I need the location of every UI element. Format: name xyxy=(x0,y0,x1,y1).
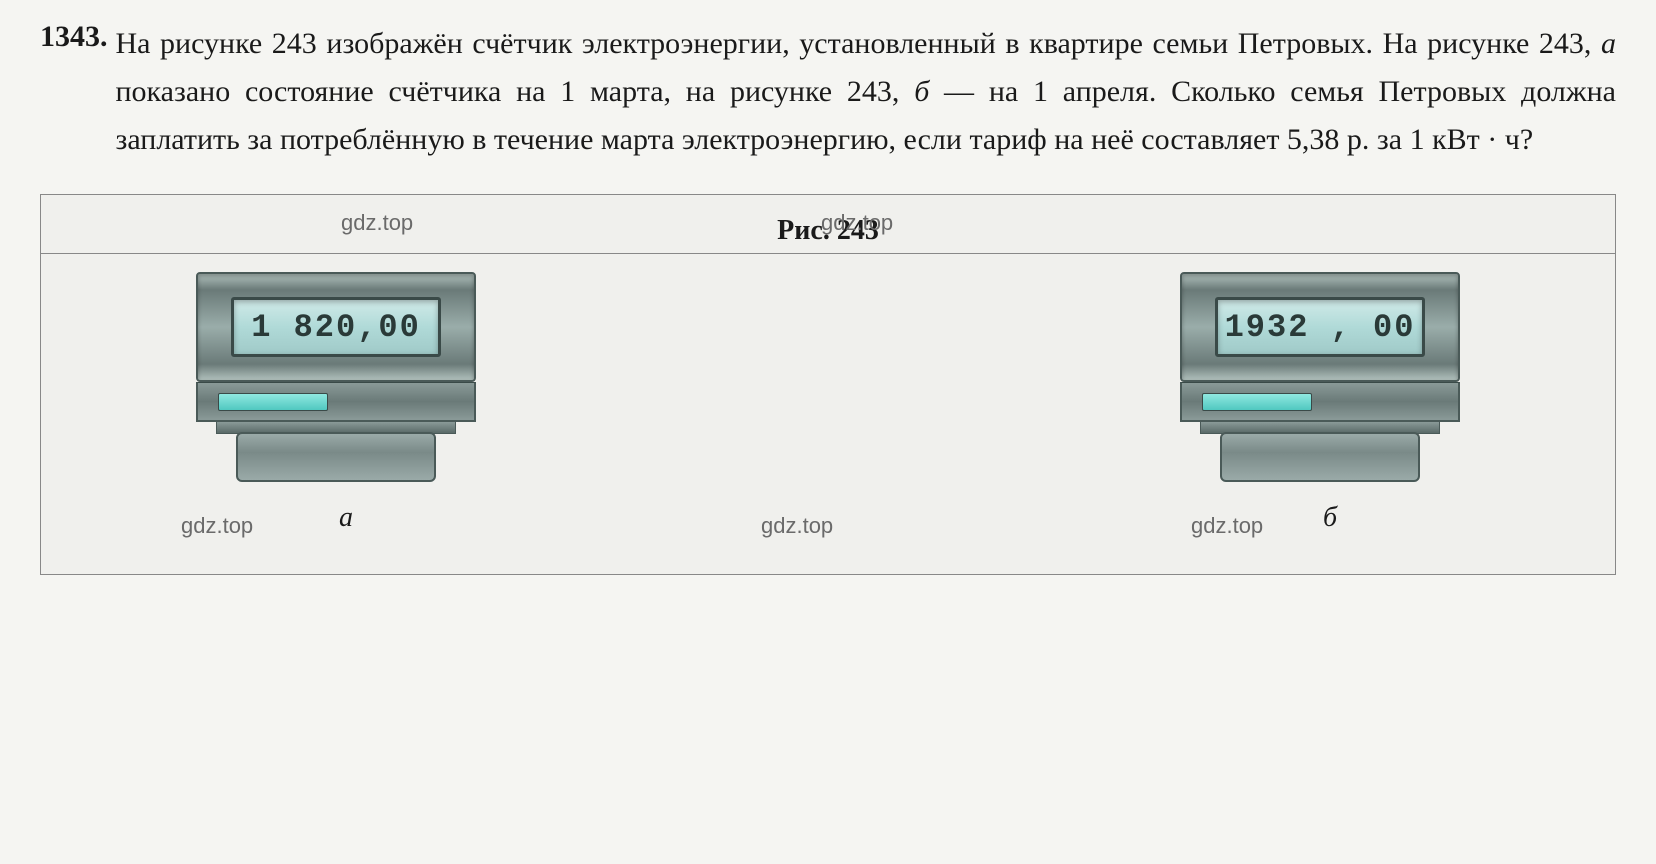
meter-a-value: 1 820,00 xyxy=(251,309,421,346)
text-italic-b: б xyxy=(914,75,929,108)
meter-b: 1932 , 00 xyxy=(1165,272,1475,482)
meter-a-label: а xyxy=(319,502,353,534)
meter-a-display: 1 820,00 xyxy=(231,297,441,357)
meter-a-container: 1 820,00 а xyxy=(181,272,491,534)
meter-b-container: 1932 , 00 б xyxy=(1165,272,1475,534)
watermark-2: gdz.top xyxy=(821,210,893,236)
meter-a-base xyxy=(236,432,436,482)
meter-b-base xyxy=(1220,432,1420,482)
watermark-4: gdz.top xyxy=(761,513,833,539)
meter-b-display: 1932 , 00 xyxy=(1215,297,1425,357)
meter-a-indicator xyxy=(218,393,328,411)
problem-number: 1343. xyxy=(40,20,108,54)
meter-b-middle xyxy=(1180,382,1460,422)
meter-a-top: 1 820,00 xyxy=(196,272,476,382)
meter-b-label: б xyxy=(1303,502,1337,534)
meter-b-top: 1932 , 00 xyxy=(1180,272,1460,382)
text-italic-a: а xyxy=(1601,27,1616,60)
watermark-5: gdz.top xyxy=(1191,513,1263,539)
meters-row: 1 820,00 а 1932 , 00 xyxy=(101,272,1555,534)
figure-divider xyxy=(41,253,1615,254)
meter-b-indicator xyxy=(1202,393,1312,411)
meter-a-middle xyxy=(196,382,476,422)
text-part-1: На рисунке 243 изображён счётчик электро… xyxy=(116,27,1602,60)
problem-header: 1343. На рисунке 243 изображён счётчик э… xyxy=(40,20,1616,164)
problem-text: На рисунке 243 изображён счётчик электро… xyxy=(116,20,1617,164)
meter-b-value: 1932 , 00 xyxy=(1225,309,1416,346)
figure-box: Рис. 243 gdz.top gdz.top 1 820,00 а xyxy=(40,194,1616,575)
watermark-1: gdz.top xyxy=(341,210,413,236)
meter-a: 1 820,00 xyxy=(181,272,491,482)
watermark-3: gdz.top xyxy=(181,513,253,539)
text-part-3: показано состояние счётчика на 1 марта, … xyxy=(116,75,915,108)
